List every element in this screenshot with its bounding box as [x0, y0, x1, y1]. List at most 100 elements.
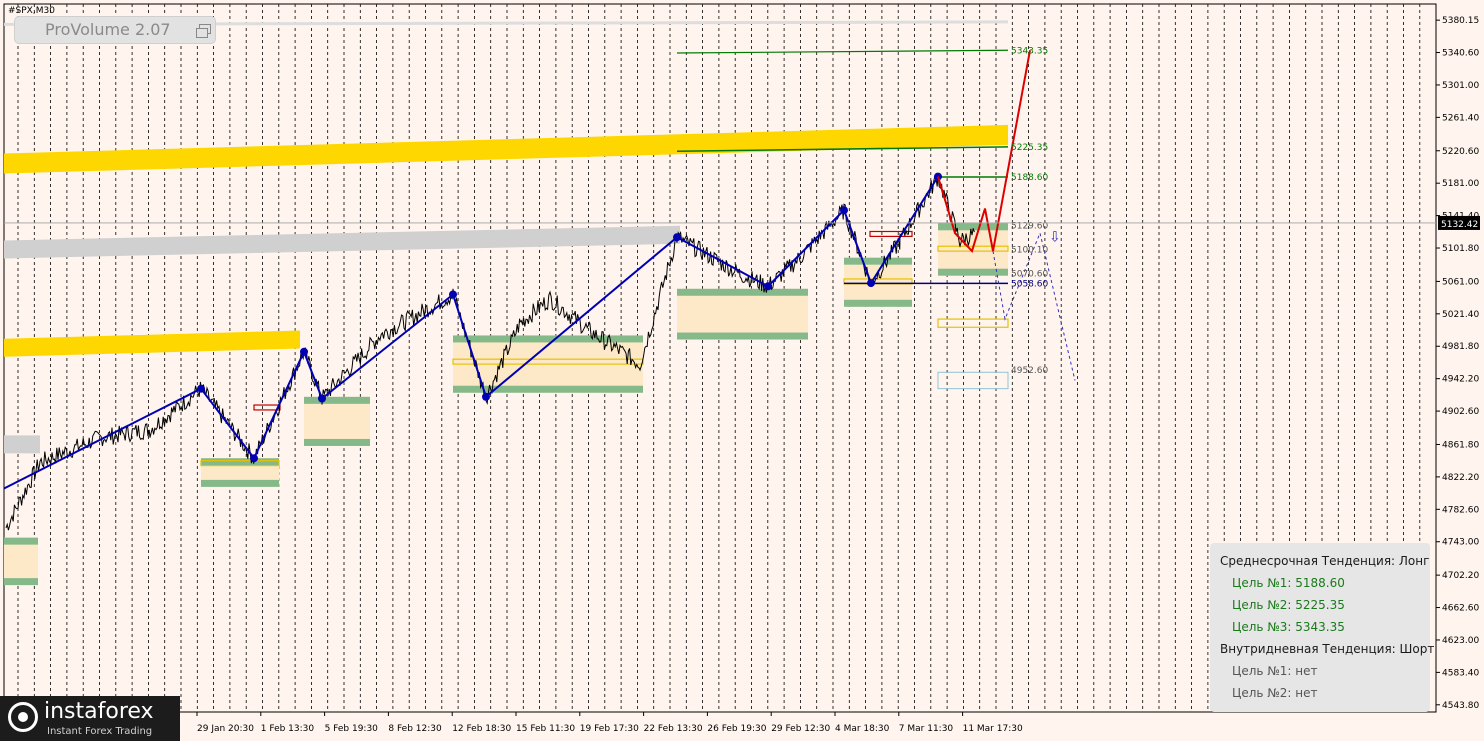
zigzag-pivot: [673, 233, 681, 242]
forecast-line: [937, 50, 1031, 254]
volume-box: [304, 396, 370, 446]
y-tick-label: 5061.00: [1442, 277, 1479, 287]
zigzag-pivot: [764, 282, 772, 291]
current-price-box: [1438, 215, 1480, 230]
pivot-band-left: [4, 435, 40, 454]
medium-target-3: Цель №3: 5343.35: [1232, 620, 1345, 634]
volume-box: [677, 288, 808, 340]
y-tick-label: 4702.20: [1442, 571, 1479, 581]
zigzag-pivot: [482, 392, 490, 401]
zigzag-pivot: [300, 347, 308, 356]
y-tick-label: 4782.60: [1442, 505, 1479, 515]
x-tick-label: 15 Feb 11:30: [516, 724, 575, 734]
level-label: 5188.60: [1011, 173, 1048, 183]
target-line-2: [676, 146, 1009, 153]
y-tick-label: 5220.60: [1442, 147, 1479, 157]
x-tick-label: 12 Feb 18:30: [452, 724, 511, 734]
level-zone: [200, 460, 280, 467]
y-tick-label: 5340.60: [1442, 49, 1479, 59]
target-line-3: [676, 49, 1009, 54]
volume-box-top-edge: [304, 396, 370, 404]
level-label: 5343.35: [1011, 46, 1048, 56]
level-label: 5225.35: [1011, 143, 1048, 153]
x-tick-label: 19 Feb 17:30: [580, 724, 639, 734]
y-tick-label: 4543.80: [1442, 701, 1479, 711]
intraday-projection: [992, 231, 1076, 381]
medium-target-2: Цель №2: 5225.35: [1232, 598, 1345, 612]
x-tick-label: 29 Jan 20:30: [197, 724, 254, 734]
intraday-target-1: Цель №1: нет: [1232, 664, 1318, 678]
x-tick-label: 5 Feb 19:30: [325, 724, 379, 734]
support-band: [4, 330, 300, 357]
volume-box-bottom-edge: [4, 578, 38, 586]
zigzag-pivot: [867, 279, 875, 288]
volume-box-top-edge: [938, 223, 1008, 231]
target-zone: [937, 371, 1009, 390]
level-label: 5129.60: [1011, 221, 1048, 231]
zigzag-pivot: [449, 290, 457, 299]
volume-box: [4, 537, 38, 586]
x-tick-label: 4 Mar 18:30: [835, 724, 890, 734]
level-label: 5058.60: [1011, 279, 1048, 289]
zigzag-pivot: [318, 394, 326, 403]
volume-box-bottom-edge: [844, 299, 912, 307]
y-tick-label: 4623.00: [1442, 636, 1479, 646]
indicator-name: ProVolume 2.07: [45, 20, 171, 39]
medium-trend-title: Среднесрочная Тенденция: Лонг: [1220, 554, 1430, 568]
y-tick-label: 4583.40: [1442, 668, 1479, 678]
level-label: 5100.10: [1011, 245, 1048, 255]
y-tick-label: 4662.60: [1442, 604, 1479, 614]
medium-target-1: Цель №1: 5188.60: [1232, 576, 1345, 590]
volume-box-bottom-edge: [304, 438, 370, 446]
y-tick-label: 5301.00: [1442, 81, 1479, 91]
zigzag-pivot: [197, 384, 205, 393]
y-tick-label: 4822.20: [1442, 473, 1479, 483]
logo-tagline: Instant Forex Trading: [47, 726, 153, 737]
y-tick-label: 5261.40: [1442, 113, 1479, 123]
volume-box-top-edge: [201, 458, 279, 466]
y-tick-label: 5181.00: [1442, 179, 1479, 189]
info-panel: Среднесрочная Тенденция: Лонг Цель №1: 5…: [1210, 543, 1434, 712]
y-tick-label: 4942.20: [1442, 375, 1479, 385]
current-price-label: 5132.42: [1441, 220, 1478, 230]
volume-box-top-edge: [844, 257, 912, 265]
x-tick-label: 8 Feb 12:30: [388, 724, 442, 734]
x-tick-label: 11 Mar 17:30: [963, 724, 1023, 734]
x-tick-label: 22 Feb 13:30: [644, 724, 703, 734]
x-tick-label: 7 Mar 11:30: [899, 724, 954, 734]
volume-box-top-edge: [677, 288, 808, 296]
y-tick-label: 5101.80: [1442, 244, 1479, 254]
x-tick-label: 1 Feb 13:30: [261, 724, 315, 734]
y-tick-label: 4902.60: [1442, 407, 1479, 417]
logo-name: instaforex: [44, 699, 154, 724]
window-restore-icon[interactable]: [196, 24, 211, 38]
upper-thin-band: [4, 20, 1008, 26]
level-label: 4952.60: [1011, 366, 1048, 376]
level-zone: [937, 318, 1009, 328]
y-tick-label: 5380.15: [1442, 16, 1479, 26]
zigzag-pivot: [250, 454, 258, 463]
zigzag-line: [3, 176, 939, 490]
y-tick-label: 4861.80: [1442, 441, 1479, 451]
intraday-trend-title: Внутридневная Тенденция: Шорт: [1220, 642, 1435, 656]
intraday-target-2: Цель №2: нет: [1232, 686, 1318, 700]
brand-logo: instaforex Instant Forex Trading: [0, 696, 180, 741]
plot-frame: [3, 3, 1437, 713]
y-tick-label: 4981.80: [1442, 342, 1479, 352]
sell-zone: [869, 230, 913, 237]
volume-box-bottom-edge: [677, 332, 808, 340]
y-tick-label: 4743.00: [1442, 538, 1479, 548]
pivot-band: [4, 225, 680, 259]
volume-box-bottom-edge: [453, 385, 643, 393]
volume-box-top-edge: [4, 537, 38, 545]
volume-box-top-edge: [453, 335, 643, 343]
logo-mark-icon: [8, 702, 38, 732]
down-arrow-icon: ⇩: [1049, 229, 1061, 245]
zigzag-pivot: [840, 206, 848, 215]
indicator-badge[interactable]: ProVolume 2.07: [14, 16, 216, 44]
level-label: 5070.60: [1011, 270, 1048, 280]
y-tick-label: 5141.40: [1442, 212, 1479, 222]
resistance-band: [4, 124, 1008, 174]
